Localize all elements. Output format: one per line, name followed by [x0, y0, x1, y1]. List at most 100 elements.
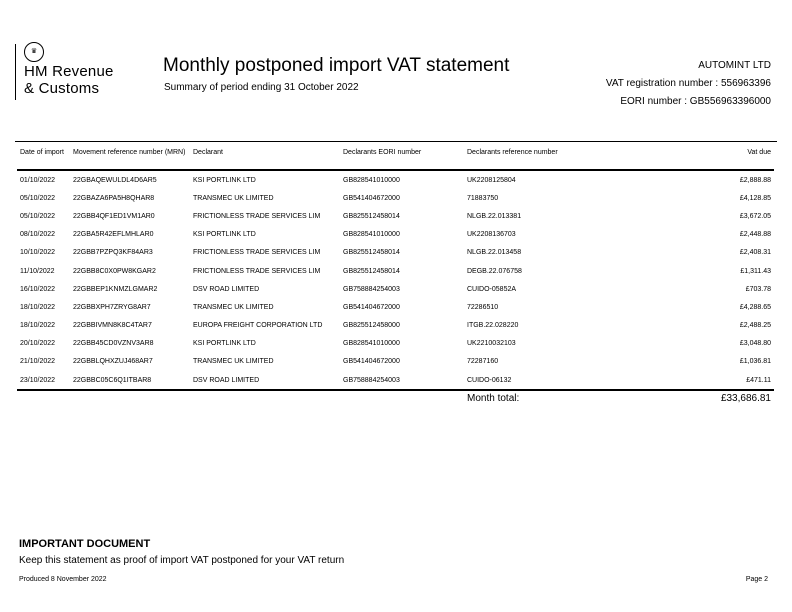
column-header-mrn: Movement reference number (MRN)	[70, 147, 190, 171]
cell-eori: GB825512458014	[343, 267, 400, 275]
cell-declarant: DSV ROAD LIMITED	[190, 371, 340, 392]
logo-divider	[15, 44, 16, 100]
cell-eori: GB828541010000	[343, 231, 400, 239]
cell-mrn: 22GBA5R42EFLMHLAR0	[73, 231, 154, 239]
vat-statement-table: Date of import Movement reference number …	[17, 147, 774, 404]
cell-mrn: 22GBAQEWULDL4D6AR5	[73, 176, 157, 184]
produced-date: Produced 8 November 2022	[19, 576, 107, 583]
cell-reference: ITGB.22.028220	[467, 322, 519, 330]
cell-reference: CUIDO-06132	[464, 371, 644, 392]
cell-eori: GB825512458000	[343, 322, 400, 330]
cell-date: 20/10/2022	[20, 340, 56, 348]
cell-mrn: 22GBBLQHXZUJ468AR7	[73, 358, 153, 366]
cell-vat-due: £1,036.81	[739, 358, 771, 366]
table-row: 11/10/2022 22GBB8C0X0PW8KGAR2 FRICTIONLESS…	[17, 262, 774, 280]
cell-declarant: KSI PORTLINK LTD	[193, 231, 256, 239]
cell-eori: GB825512458014	[343, 249, 400, 257]
cell-vat-due: £1,311.43	[740, 267, 771, 275]
table-row: 18/10/2022 22GBBIVMN8K8C4TAR7 EUROPA FREIG…	[17, 317, 774, 335]
cell-eori: GB758884254003	[343, 285, 400, 293]
table-header-row: Date of import Movement reference number …	[17, 147, 774, 171]
cell-reference: 72287160	[467, 358, 499, 366]
cell-reference: UK2208125804	[467, 176, 516, 184]
cell-reference: 72286510	[467, 303, 499, 311]
table-row: 20/10/2022 22GBB45CD0VZNV3AR8 KSI PORTLINK…	[17, 335, 774, 353]
cell-declarant: TRANSMEC UK LIMITED	[193, 194, 274, 202]
cell-vat-due: £471.11	[644, 371, 774, 392]
cell-mrn: 22GBBEP1KNMZLGMAR2	[73, 285, 158, 293]
cell-mrn: 22GBB45CD0VZNV3AR8	[73, 340, 154, 348]
cell-mrn: 22GBB4QF1ED1VM1AR0	[73, 212, 155, 220]
page-title: Monthly postponed import VAT statement	[163, 55, 510, 76]
cell-eori: GB541404672000	[343, 194, 400, 202]
table-row: 10/10/2022 22GBB7PZPQ3KF84AR3 FRICTIONLESS…	[17, 244, 774, 262]
vat-registration: VAT registration number : 556963396	[605, 78, 771, 89]
cell-reference: UK2210032103	[467, 340, 516, 348]
logo-line-2: & Customs	[24, 80, 100, 97]
cell-reference: NLGB.22.013458	[467, 249, 522, 257]
cell-date: 16/10/2022	[20, 285, 56, 293]
total-label: Month total:	[467, 392, 520, 404]
cell-reference: DEGB.22.076758	[467, 267, 522, 275]
logo-line-1: HM Revenue	[24, 63, 114, 80]
cell-eori: GB758884254003	[340, 371, 464, 392]
total-row: Month total: £33,686.81	[17, 390, 774, 404]
table-row: 23/10/2022 22GBBC05C6Q1ITBAR8 DSV ROAD LIM…	[17, 371, 774, 392]
cell-declarant: TRANSMEC UK LIMITED	[193, 303, 274, 311]
page-number: Page 2	[745, 576, 768, 583]
table-row: 18/10/2022 22GBBXPH7ZRYG8AR7 TRANSMEC UK L…	[17, 298, 774, 316]
cell-eori: GB825512458014	[343, 212, 400, 220]
cell-declarant: EUROPA FREIGHT CORPORATION LTD	[193, 322, 323, 330]
header-rule	[15, 141, 777, 142]
cell-vat-due: £2,448.88	[739, 231, 771, 239]
cell-declarant: KSI PORTLINK LTD	[193, 176, 256, 184]
column-header-date: Date of import	[17, 147, 70, 171]
cell-vat-due: £2,408.31	[739, 249, 771, 257]
cell-reference: UK2208136703	[467, 231, 516, 239]
cell-vat-due: £3,672.05	[739, 212, 771, 220]
cell-eori: GB828541010000	[343, 176, 400, 184]
cell-reference: NLGB.22.013381	[467, 212, 522, 220]
cell-reference: 71883750	[467, 194, 499, 202]
column-header-vat-due: Vat due	[644, 147, 774, 171]
cell-reference: CUIDO-05852A	[467, 285, 517, 293]
cell-declarant: KSI PORTLINK LTD	[193, 340, 256, 348]
cell-vat-due: £2,488.25	[739, 322, 771, 330]
cell-mrn: 22GBBIVMN8K8C4TAR7	[73, 322, 152, 330]
cell-date: 05/10/2022	[20, 194, 56, 202]
cell-mrn: 22GBBC05C6Q1ITBAR8	[70, 371, 190, 392]
eori-number: EORI number : GB556963396000	[620, 96, 771, 107]
cell-mrn: 22GBAZA6PA5H8QHAR8	[73, 194, 155, 202]
cell-date: 18/10/2022	[20, 303, 56, 311]
cell-eori: GB541404672000	[343, 303, 400, 311]
cell-date: 21/10/2022	[20, 358, 56, 366]
table-row: 21/10/2022 22GBBLQHXZUJ468AR7 TRANSMEC UK …	[17, 353, 774, 371]
cell-date: 01/10/2022	[20, 176, 56, 184]
important-heading: IMPORTANT DOCUMENT	[19, 538, 151, 550]
cell-vat-due: £4,128.85	[739, 194, 771, 202]
cell-vat-due: £2,888.88	[739, 176, 771, 184]
cell-vat-due: £3,048.80	[739, 340, 771, 348]
cell-vat-due: £703.78	[745, 285, 771, 293]
cell-eori: GB541404672000	[343, 358, 400, 366]
cell-declarant: FRICTIONLESS TRADE SERVICES LIM	[193, 212, 321, 220]
cell-mrn: 22GBB7PZPQ3KF84AR3	[73, 249, 153, 257]
table-row: 08/10/2022 22GBA5R42EFLMHLAR0 KSI PORTLINK…	[17, 226, 774, 244]
royal-crest-icon: ♛	[24, 42, 44, 62]
cell-mrn: 22GBBXPH7ZRYG8AR7	[73, 303, 151, 311]
cell-declarant: FRICTIONLESS TRADE SERVICES LIM	[193, 267, 321, 275]
cell-declarant: FRICTIONLESS TRADE SERVICES LIM	[193, 249, 321, 257]
company-name: AUTOMINT LTD	[698, 60, 771, 71]
column-header-eori: Declarants EORI number	[340, 147, 464, 171]
cell-declarant: TRANSMEC UK LIMITED	[193, 358, 274, 366]
total-value: £33,686.81	[720, 392, 771, 404]
cell-vat-due: £4,288.65	[739, 303, 771, 311]
cell-eori: GB828541010000	[343, 340, 400, 348]
cell-date: 18/10/2022	[20, 322, 56, 330]
cell-date: 11/10/2022	[20, 267, 55, 275]
table-row: 05/10/2022 22GBB4QF1ED1VM1AR0 FRICTIONLESS…	[17, 207, 774, 225]
table-row: 01/10/2022 22GBAQEWULDL4D6AR5 KSI PORTLINK…	[17, 170, 774, 189]
table-body: 01/10/2022 22GBAQEWULDL4D6AR5 KSI PORTLINK…	[17, 170, 774, 392]
cell-date: 10/10/2022	[20, 249, 56, 257]
page-subtitle: Summary of period ending 31 October 2022	[164, 82, 359, 93]
